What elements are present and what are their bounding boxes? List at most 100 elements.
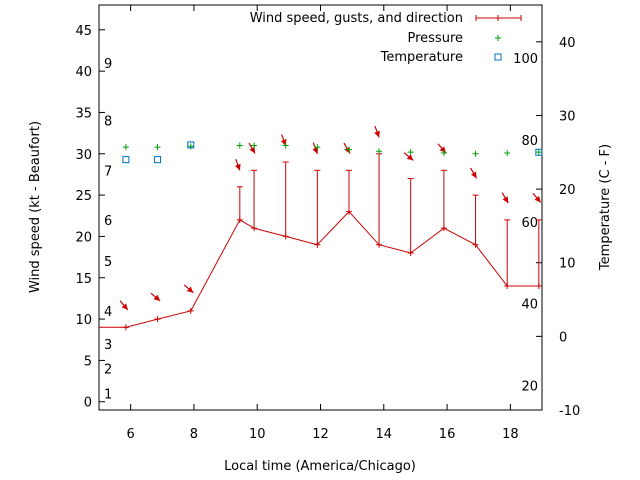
- x-tick-label-5: 16: [439, 427, 456, 442]
- wind-arrow-head-6: [280, 139, 287, 146]
- y-left-ticks: 0 5 10 15 20 25 30 35 40 45: [75, 24, 105, 411]
- pressure-point-13: [535, 149, 542, 156]
- legend-label-pressure: Pressure: [407, 31, 463, 46]
- beaufort-label-5: 5: [104, 255, 112, 270]
- wind-arrow-head-9: [374, 130, 380, 138]
- wind-direction-arrow-2: [150, 292, 161, 302]
- beaufort-label-3: 3: [104, 338, 112, 353]
- legend-swatch-temperature: [494, 53, 502, 61]
- wind-speed-point-8: [345, 208, 352, 215]
- wind-speed-point-1: [122, 324, 129, 331]
- y-right-tick-label-1: 0: [559, 330, 567, 345]
- y-left-tick-label-4: 20: [75, 230, 92, 245]
- y-right-axis-label: Temperature (C - F): [598, 144, 613, 271]
- x-tick-label-3: 12: [312, 427, 329, 442]
- y-right-tick-label-3: 20: [559, 183, 576, 198]
- pressure-point-12: [504, 149, 511, 156]
- plot-area: [98, 4, 543, 411]
- x-ticks: 6 8 10 12 14 16 18: [127, 5, 519, 442]
- pressure-point-6: [314, 144, 321, 151]
- wind-series: [99, 153, 542, 331]
- fahrenheit-label-60: 60: [521, 216, 538, 231]
- pressure-point-8: [376, 148, 383, 155]
- wind-direction-arrow-7: [312, 142, 319, 155]
- x-tick-label-6: 18: [502, 427, 519, 442]
- pressure-point-4: [251, 142, 258, 149]
- temperature-series: [122, 141, 543, 164]
- y-right-ticks: -10 0 10 20 30 40: [536, 36, 580, 419]
- y-right-tick-label-5: 40: [559, 36, 576, 51]
- wind-direction-arrow-6: [280, 134, 287, 146]
- beaufort-scale: 1 2 3 4 5 6 7 8 9: [104, 57, 112, 403]
- wind-speed-point-12: [472, 241, 479, 248]
- x-tick-label-4: 14: [376, 427, 393, 442]
- pressure-point-5: [282, 142, 289, 149]
- legend: Wind speed, gusts, and direction Pressure…: [250, 11, 522, 65]
- wind-direction-arrow-9: [374, 125, 380, 138]
- wind-arrow-head-1: [121, 303, 128, 310]
- wind-arrow-head-10: [406, 154, 414, 161]
- temperature-point-0: [122, 156, 130, 164]
- fahrenheit-label-100: 100: [513, 52, 538, 67]
- y-left-axis-label: Wind speed (kt - Beaufort): [28, 121, 43, 293]
- pressure-point-11: [472, 150, 479, 157]
- wind-speed-point-11: [440, 225, 447, 232]
- wind-direction-arrow-3: [183, 284, 194, 294]
- y-left-tick-label-0: 0: [84, 396, 92, 411]
- wind-arrow-head-2: [153, 294, 161, 301]
- x-tick-label-0: 6: [127, 427, 135, 442]
- pressure-point-1: [154, 144, 161, 151]
- wind-speed-point-4: [236, 216, 243, 223]
- wind-speed-point-3: [187, 307, 194, 314]
- wind-arrow-head-13: [502, 196, 509, 204]
- wind-speed-point-6: [282, 233, 289, 240]
- y-left-tick-label-6: 30: [75, 148, 92, 163]
- pressure-series: [122, 142, 542, 157]
- legend-swatch-pressure: [495, 35, 501, 41]
- wind-arrow-head-14: [534, 196, 541, 203]
- wind-speed-point-14: [535, 283, 542, 290]
- pressure-point-0: [122, 144, 129, 151]
- wind-speed-point-13: [504, 283, 511, 290]
- fahrenheit-label-40: 40: [521, 298, 538, 313]
- legend-swatch-wind-marker: [495, 15, 501, 21]
- x-axis-label: Local time (America/Chicago): [224, 459, 416, 474]
- fahrenheit-scale: 20 40 60 80 100: [513, 52, 538, 394]
- wind-arrow-head-4: [235, 163, 241, 171]
- pressure-point-7: [345, 146, 352, 153]
- y-left-tick-label-5: 25: [75, 189, 92, 204]
- wind-arrow-head-12: [471, 171, 477, 179]
- beaufort-label-6: 6: [104, 214, 112, 229]
- pressure-point-9: [407, 149, 414, 156]
- pressure-point-3: [236, 142, 243, 149]
- y-right-tick-label-0: -10: [559, 404, 580, 419]
- wind-direction-arrow-14: [532, 192, 542, 203]
- wind-direction-arrow-12: [470, 167, 478, 179]
- x-tick-label-1: 8: [190, 427, 198, 442]
- fahrenheit-label-80: 80: [521, 134, 538, 149]
- temperature-point-1: [154, 156, 162, 164]
- wind-speed-point-2: [154, 316, 161, 323]
- wind-arrow-head-3: [186, 286, 194, 293]
- y-right-tick-label-2: 10: [559, 257, 576, 272]
- y-left-tick-label-9: 45: [75, 24, 92, 39]
- temperature-point-3: [535, 148, 543, 156]
- wind-direction-arrow-13: [501, 192, 509, 204]
- beaufort-label-8: 8: [104, 115, 112, 130]
- wind-speed-line: [99, 210, 542, 328]
- legend-label-wind: Wind speed, gusts, and direction: [250, 11, 463, 26]
- wind-speed-point-9: [376, 241, 383, 248]
- wind-speed-point-10: [407, 249, 414, 256]
- pressure-point-10: [440, 149, 447, 156]
- y-left-tick-label-1: 5: [84, 354, 92, 369]
- y-left-tick-label-7: 35: [75, 106, 92, 121]
- wind-direction-arrow-4: [235, 158, 241, 171]
- y-left-tick-label-8: 40: [75, 65, 92, 80]
- fahrenheit-label-20: 20: [521, 379, 538, 394]
- beaufort-label-1: 1: [104, 387, 112, 402]
- beaufort-label-4: 4: [104, 305, 112, 320]
- wind-direction-arrow-10: [403, 152, 414, 161]
- y-left-tick-label-3: 15: [75, 272, 92, 287]
- wind-direction-arrow-1: [119, 300, 129, 311]
